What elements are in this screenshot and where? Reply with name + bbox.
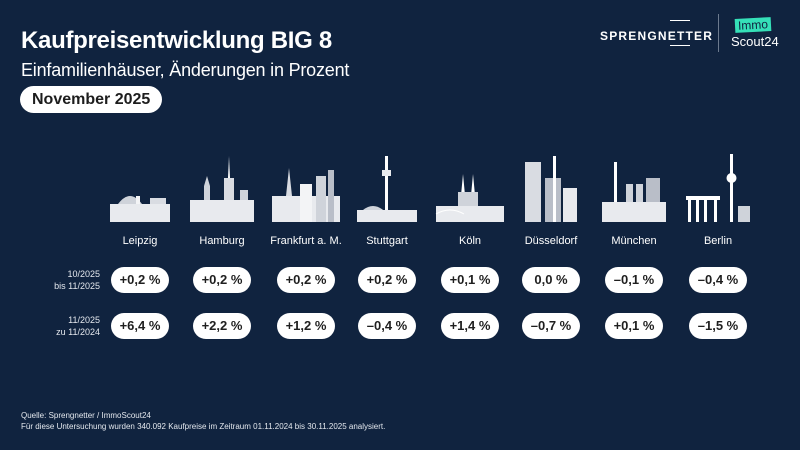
yoy-change-badge: –0,7 % <box>522 313 580 339</box>
skyline-3-icon <box>357 156 417 222</box>
row-label-line: 11/2025 <box>68 315 100 325</box>
row-label-mom: 10/2025 bis 11/2025 <box>54 268 100 292</box>
source-note: Quelle: Sprengnetter / ImmoScout24 <box>21 411 151 420</box>
yoy-change-badge: –0,4 % <box>358 313 416 339</box>
row-label-line: 10/2025 <box>67 269 100 279</box>
sprengnetter-logo: SPRENGNETTER <box>600 29 714 43</box>
skyline-4-icon <box>435 174 504 222</box>
skyline-2-icon <box>272 168 340 222</box>
mom-change-badge: +0,2 % <box>111 267 169 293</box>
yoy-change-badge: +1,4 % <box>441 313 499 339</box>
mom-change-badge: +0,1 % <box>441 267 499 293</box>
page-subtitle: Einfamilienhäuser, Änderungen in Prozent <box>21 60 350 80</box>
city-label: Hamburg <box>199 235 245 247</box>
skyline-6-icon <box>602 162 666 222</box>
row-label-line: zu 11/2024 <box>56 327 100 337</box>
mom-change-badge: +0,2 % <box>277 267 335 293</box>
city-label: Berlin <box>703 235 733 247</box>
mom-change-badge: +0,2 % <box>193 267 251 293</box>
immoscout-logo-immo: Immo <box>734 17 772 33</box>
city-label: Köln <box>458 235 482 247</box>
immoscout-logo-scout: Scout24 <box>731 34 779 49</box>
yoy-change-badge: +6,4 % <box>111 313 169 339</box>
page-title: Kaufpreisentwicklung BIG 8 <box>21 27 332 54</box>
city-label: München <box>611 235 657 247</box>
logo-divider <box>718 14 719 52</box>
skyline-5-icon <box>525 156 577 222</box>
skyline-7-icon <box>686 154 750 222</box>
skyline-1-icon <box>190 156 254 222</box>
mom-change-badge: –0,4 % <box>689 267 747 293</box>
skyline-0-icon <box>110 196 170 222</box>
yoy-change-badge: +2,2 % <box>193 313 251 339</box>
yoy-change-badge: +0,1 % <box>605 313 663 339</box>
methodology-note: Für diese Untersuchung wurden 340.092 Ka… <box>21 422 386 431</box>
row-label-yoy: 11/2025 zu 11/2024 <box>56 314 100 338</box>
city-label: Frankfurt a. M. <box>270 235 342 247</box>
period-badge: November 2025 <box>20 86 163 113</box>
mom-change-badge: 0,0 % <box>522 267 580 293</box>
row-label-line: bis 11/2025 <box>54 281 100 291</box>
mom-change-badge: +0,2 % <box>358 267 416 293</box>
city-label: Leipzig <box>122 235 158 247</box>
sprengnetter-logo-bracket <box>670 20 690 46</box>
mom-change-badge: –0,1 % <box>605 267 663 293</box>
yoy-change-badge: –1,5 % <box>689 313 747 339</box>
city-label: Düsseldorf <box>524 235 578 247</box>
yoy-change-badge: +1,2 % <box>277 313 335 339</box>
city-label: Stuttgart <box>366 235 408 247</box>
